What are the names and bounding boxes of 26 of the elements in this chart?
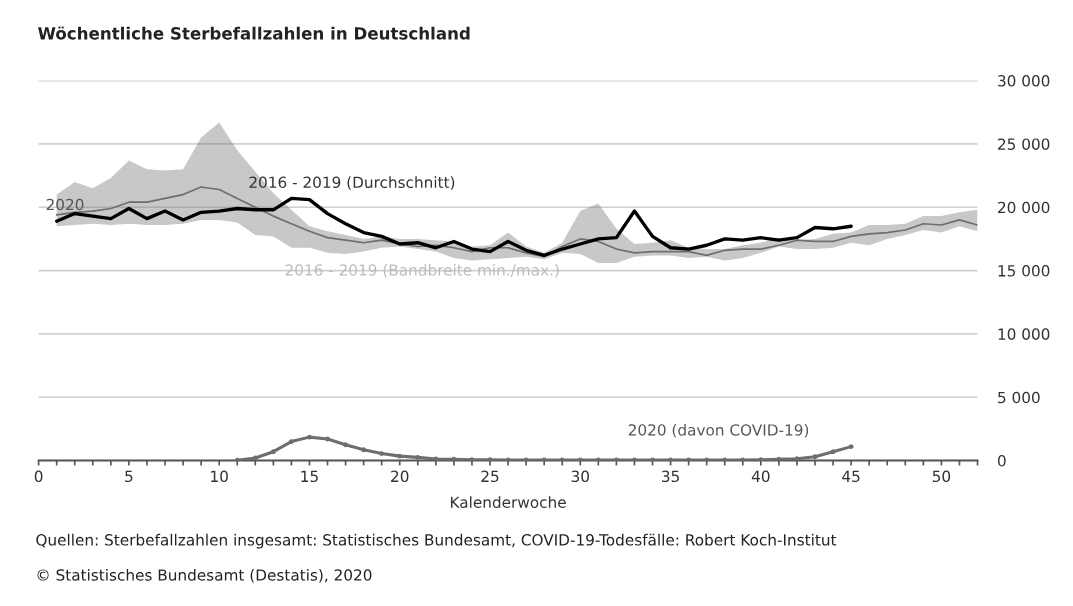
- y-tick-label: 0: [997, 455, 1006, 467]
- x-tick-label: 0: [34, 470, 43, 483]
- y-tick-label: 25 000: [998, 138, 1050, 150]
- y-tick-label: 5 000: [998, 391, 1040, 404]
- chart-title: Wöchentliche Sterbefallzahlen in Deutschland: [38, 26, 470, 40]
- x-axis-title: Kalenderwoche: [450, 496, 566, 509]
- text: © Statistisches Bundesamt (Destatis), 2020: [37, 568, 372, 583]
- y-tick-label: 10 000: [998, 328, 1050, 340]
- annotation: 2016 - 2019 (Durchschnitt): [249, 176, 455, 190]
- y-tick-label: 15 000: [998, 265, 1050, 277]
- x-tick-label: 20: [391, 470, 409, 483]
- x-tick-label: 50: [932, 470, 951, 483]
- x-tick-label: 5: [125, 470, 133, 483]
- annotation: 2016 - 2019 (Bandbreite min./max.): [285, 263, 559, 278]
- y-tick-label: 30 000: [998, 75, 1050, 87]
- x-tick-label: 40: [751, 470, 770, 483]
- x-tick-label: 30: [571, 470, 589, 483]
- x-tick-label: 25: [481, 470, 499, 483]
- y-tick-label: 20 000: [998, 201, 1050, 214]
- annotation: 2020: [46, 198, 84, 211]
- annotation: 2020 (davon COVID-19): [628, 423, 809, 438]
- x-tick-label: 45: [842, 470, 860, 483]
- source-note: Quellen: Sterbefallzahlen insgesamt: Statistisches Bundesamt, COVID-19-Todesfälle: Robert Koch-Institut: [36, 533, 837, 549]
- x-tick-label: 10: [211, 470, 228, 483]
- x-tick-label: 15: [301, 470, 318, 483]
- x-tick-label: 35: [662, 470, 679, 483]
